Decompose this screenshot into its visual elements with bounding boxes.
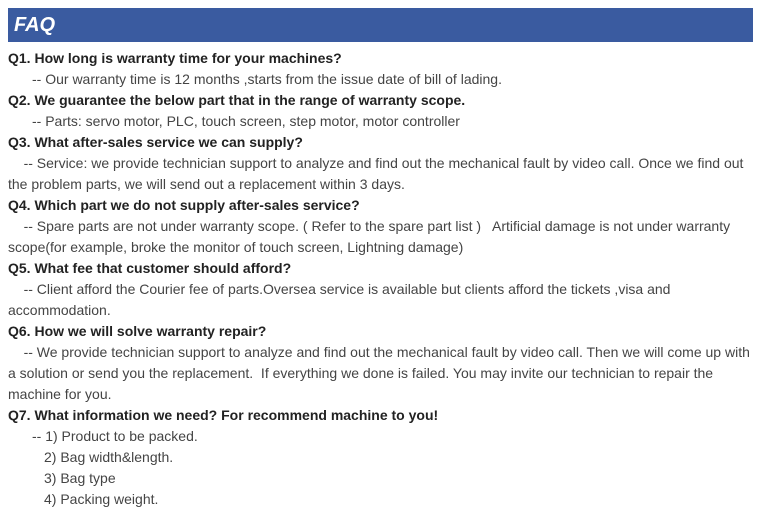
faq-question: Q4. Which part we do not supply after-sa… xyxy=(8,195,753,216)
faq-answer: 3) Bag type xyxy=(8,468,753,489)
faq-header: FAQ xyxy=(8,8,753,42)
faq-answer: -- Spare parts are not under warranty sc… xyxy=(8,216,753,258)
faq-question: Q1. How long is warranty time for your m… xyxy=(8,48,753,69)
faq-question: Q2. We guarantee the below part that in … xyxy=(8,90,753,111)
faq-answer: -- Service: we provide technician suppor… xyxy=(8,153,753,195)
faq-answer: -- Parts: servo motor, PLC, touch screen… xyxy=(8,111,753,132)
faq-question: Q3. What after-sales service we can supp… xyxy=(8,132,753,153)
faq-answer: 2) Bag width&length. xyxy=(8,447,753,468)
faq-list: Q1. How long is warranty time for your m… xyxy=(8,48,753,510)
faq-answer: -- 1) Product to be packed. xyxy=(8,426,753,447)
faq-question: Q6. How we will solve warranty repair? xyxy=(8,321,753,342)
faq-answer: -- Our warranty time is 12 months ,start… xyxy=(8,69,753,90)
faq-answer: -- Client afford the Courier fee of part… xyxy=(8,279,753,321)
faq-question: Q5. What fee that customer should afford… xyxy=(8,258,753,279)
faq-answer: -- We provide technician support to anal… xyxy=(8,342,753,405)
faq-question: Q7. What information we need? For recomm… xyxy=(8,405,753,426)
